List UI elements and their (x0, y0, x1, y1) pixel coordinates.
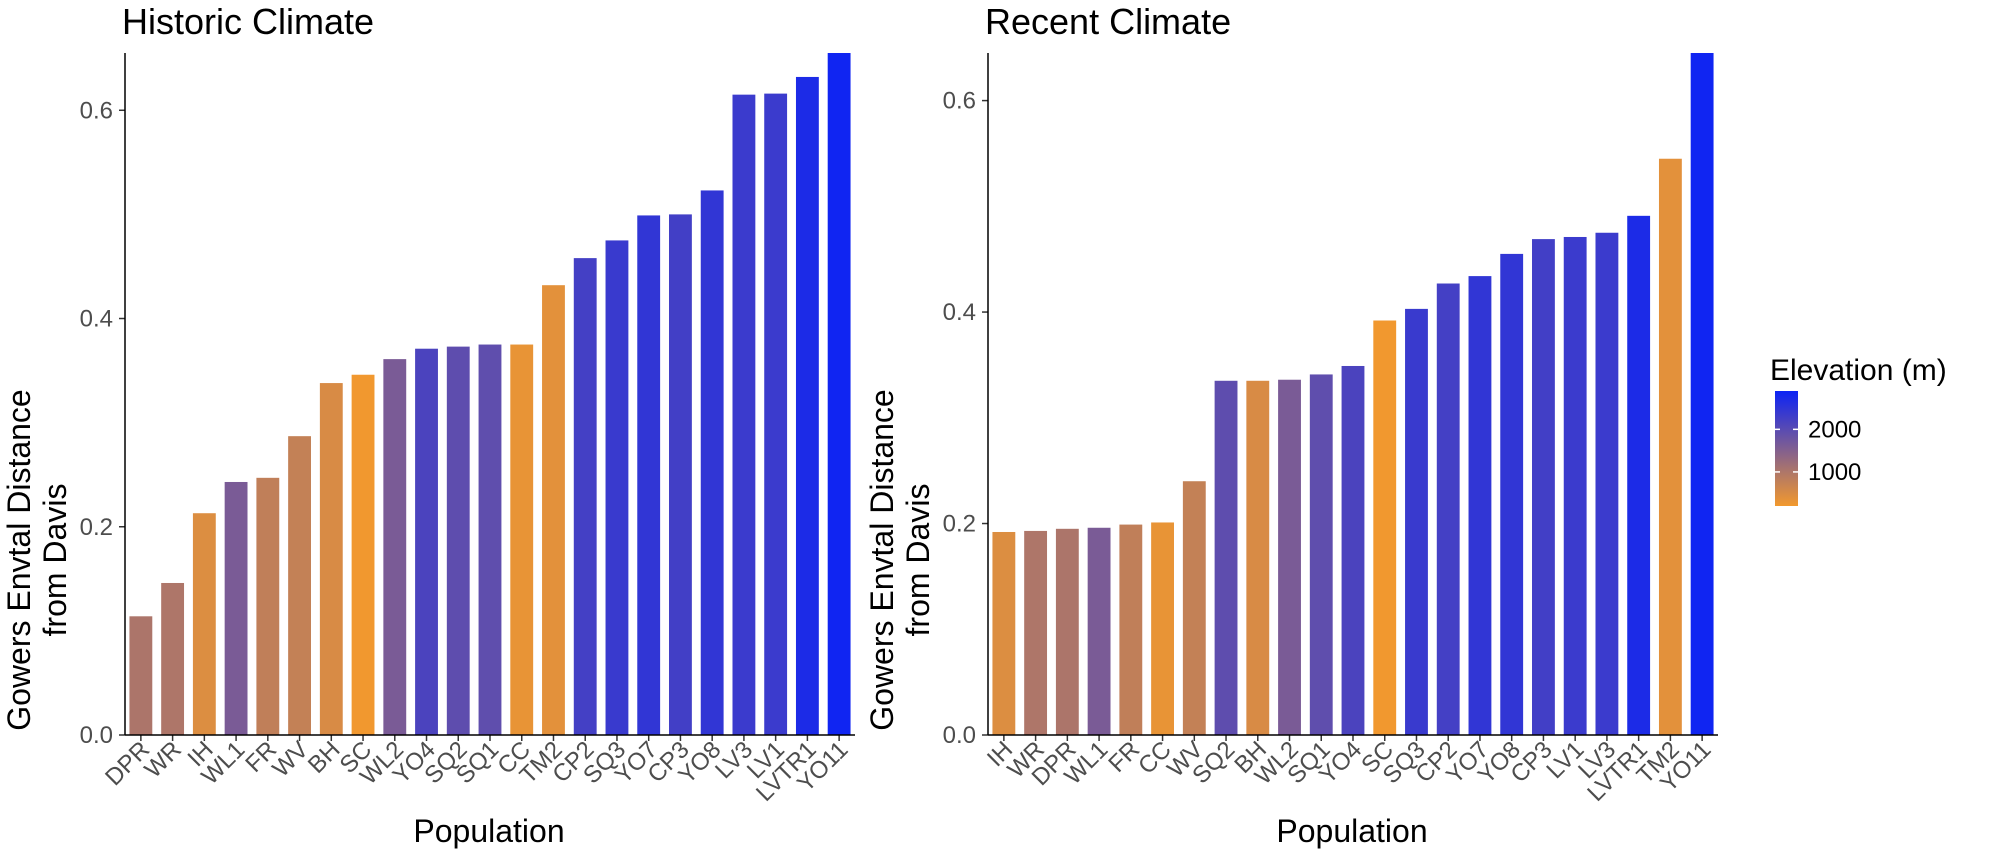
recent-bar-sc (1373, 320, 1397, 735)
recent-x-axis-label: Population (1276, 813, 1427, 849)
historic-x-tick-label-wr: WR (139, 736, 186, 783)
recent-y-tick-label: 0.2 (943, 511, 976, 538)
recent-y-tick-label: 0.0 (943, 722, 976, 749)
historic-bar-cc (510, 344, 534, 735)
recent-bar-wl1 (1087, 527, 1111, 735)
historic-bar-cp3 (669, 214, 692, 735)
recent-bar-lv3 (1595, 232, 1619, 735)
historic-bar-wr (161, 582, 185, 735)
recent-bar-cp2 (1436, 283, 1460, 735)
historic-y-tick-label: 0.2 (80, 514, 113, 541)
legend-tick-label: 1000 (1808, 459, 1861, 486)
elevation-legend: Elevation (m) 2000 1000 (1770, 354, 1947, 506)
recent-bar-yo8 (1500, 253, 1524, 735)
historic-bar-sq2 (446, 346, 470, 735)
recent-bar-sq1 (1309, 374, 1333, 735)
historic-y-tick-label: 0.4 (80, 306, 113, 333)
recent-bar-lv1 (1563, 236, 1587, 736)
recent-bar-cc (1151, 522, 1174, 735)
legend-colorbar (1775, 391, 1798, 506)
recent-bar-yo4 (1341, 365, 1365, 735)
recent-bar-bh (1246, 380, 1270, 735)
recent-bar-tm2 (1658, 158, 1682, 736)
recent-bar-cp3 (1532, 239, 1555, 735)
historic-bar-lvtr1 (795, 76, 819, 735)
historic-bar-sq1 (478, 344, 502, 735)
recent-y-axis-label-line1: Gowers Envtal Distance (864, 389, 900, 730)
historic-bar-ih (192, 513, 216, 735)
recent-y-axis-label-line2: from Davis (900, 484, 936, 637)
legend-title: Elevation (m) (1770, 354, 1947, 387)
historic-bar-cp2 (573, 258, 597, 735)
historic-climate-panel: Historic Climate Gowers Envtal Distance … (1, 1, 855, 849)
recent-y-tick-label: 0.4 (943, 299, 976, 326)
historic-bar-wv (288, 436, 311, 735)
historic-bar-yo7 (637, 215, 661, 735)
historic-x-axis-label: Population (413, 813, 564, 849)
historic-bar-bh (319, 383, 343, 735)
historic-bar-wl2 (383, 359, 407, 735)
recent-bar-fr (1119, 524, 1143, 735)
historic-chart-title: Historic Climate (122, 1, 374, 42)
legend-tick-label: 2000 (1808, 416, 1861, 443)
historic-y-tick-label: 0.6 (80, 97, 113, 124)
recent-bar-ih (992, 531, 1016, 735)
recent-bar-wr (1024, 530, 1048, 735)
historic-bar-sc (351, 374, 375, 735)
historic-bar-yo4 (415, 348, 438, 735)
recent-bar-yo7 (1468, 276, 1492, 735)
historic-y-axis-label-line1: Gowers Envtal Distance (1, 389, 37, 730)
historic-bar-dpr (129, 616, 153, 735)
historic-bar-yo11 (827, 53, 851, 735)
recent-bar-wv (1182, 481, 1206, 735)
recent-bar-sq2 (1214, 380, 1238, 735)
recent-bar-lvtr1 (1627, 215, 1651, 735)
historic-bar-sq3 (605, 240, 629, 736)
historic-bar-tm2 (542, 285, 565, 735)
recent-bar-dpr (1055, 528, 1079, 735)
historic-y-tick-label: 0.0 (80, 722, 113, 749)
recent-bar-yo11 (1690, 53, 1714, 735)
historic-bar-fr (256, 477, 280, 735)
historic-bar-lv3 (732, 94, 756, 735)
historic-bar-wl1 (224, 481, 248, 735)
recent-chart-title: Recent Climate (985, 1, 1231, 42)
recent-y-tick-label: 0.6 (943, 88, 976, 115)
historic-bar-yo8 (700, 190, 724, 735)
historic-y-axis-label-line2: from Davis (37, 484, 73, 637)
recent-climate-panel: Recent Climate Gowers Envtal Distance fr… (864, 1, 1718, 849)
recent-bar-sq3 (1405, 308, 1428, 735)
recent-bar-wl2 (1278, 379, 1301, 735)
historic-bar-lv1 (764, 93, 788, 736)
